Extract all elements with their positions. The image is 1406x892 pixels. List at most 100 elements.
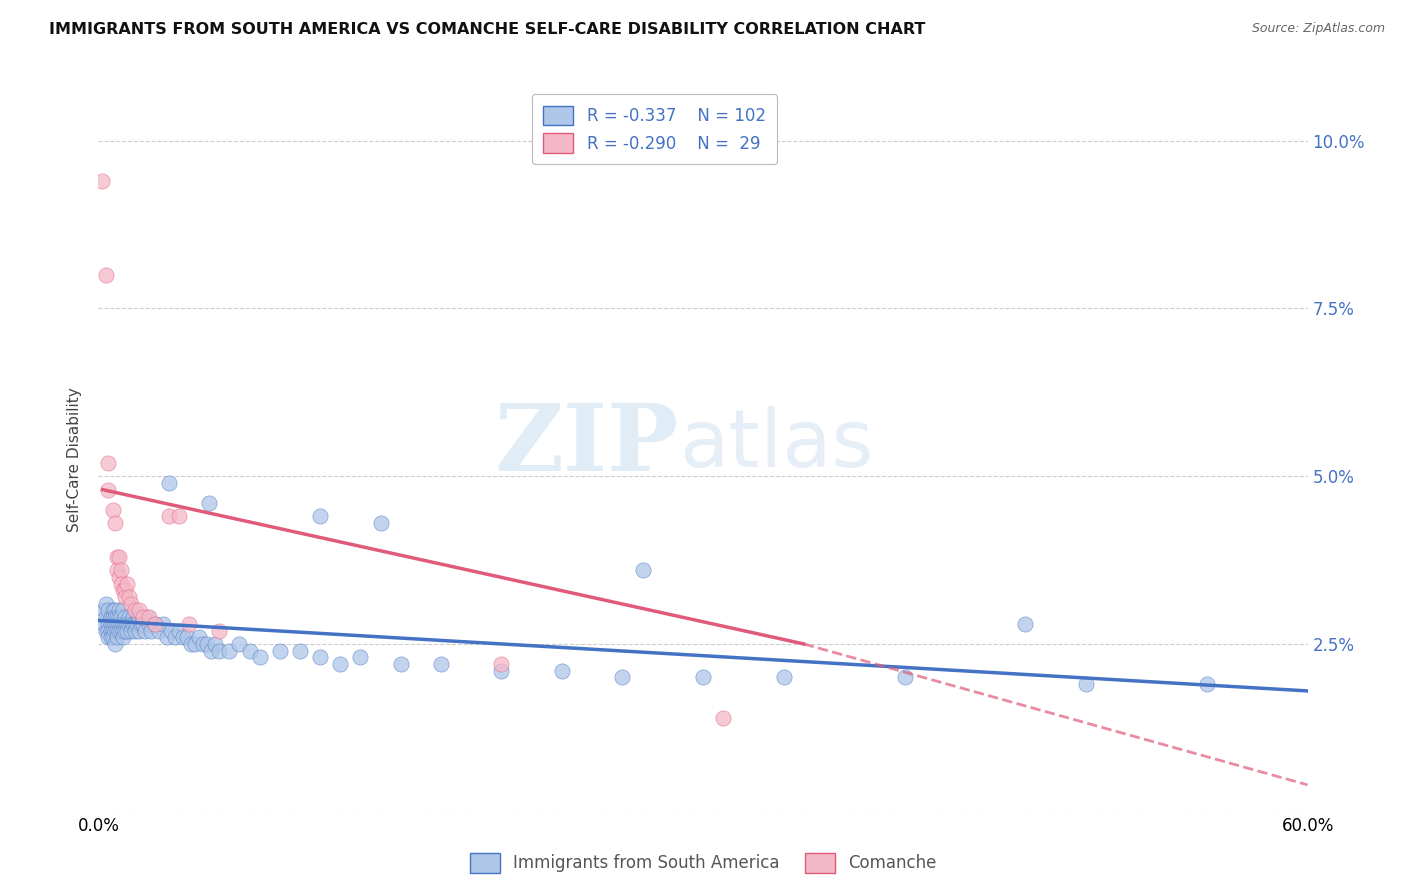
Point xyxy=(97,624,120,638)
Point xyxy=(105,563,128,577)
Point xyxy=(115,576,138,591)
Point xyxy=(152,616,174,631)
Point xyxy=(107,570,129,584)
Text: IMMIGRANTS FROM SOUTH AMERICA VS COMANCHE SELF-CARE DISABILITY CORRELATION CHART: IMMIGRANTS FROM SOUTH AMERICA VS COMANCH… xyxy=(49,22,925,37)
Point xyxy=(228,637,250,651)
Point xyxy=(114,610,136,624)
Point xyxy=(97,603,120,617)
Point xyxy=(124,616,146,631)
Point xyxy=(103,516,125,530)
Point xyxy=(110,610,132,624)
Point xyxy=(115,624,138,638)
Point xyxy=(100,624,122,638)
Point xyxy=(111,583,134,598)
Point xyxy=(309,509,332,524)
Point xyxy=(110,624,132,638)
Point xyxy=(121,616,143,631)
Point xyxy=(121,610,143,624)
Point xyxy=(114,624,136,638)
Legend: Immigrants from South America, Comanche: Immigrants from South America, Comanche xyxy=(463,847,943,880)
Point xyxy=(239,643,262,657)
Point xyxy=(103,624,125,638)
Point xyxy=(198,496,221,510)
Point xyxy=(551,664,574,678)
Point xyxy=(96,610,118,624)
Point xyxy=(491,664,513,678)
Point xyxy=(101,624,124,638)
Point xyxy=(97,456,120,470)
Point xyxy=(120,616,142,631)
Text: atlas: atlas xyxy=(679,406,873,484)
Point xyxy=(160,624,183,638)
Point xyxy=(96,597,118,611)
Point xyxy=(101,603,124,617)
Point xyxy=(135,610,157,624)
Legend: R = -0.337    N = 102, R = -0.290    N =  29: R = -0.337 N = 102, R = -0.290 N = 29 xyxy=(531,95,778,164)
Point xyxy=(176,630,198,644)
Point xyxy=(120,624,142,638)
Point xyxy=(111,616,134,631)
Point xyxy=(288,643,311,657)
Point xyxy=(107,624,129,638)
Point xyxy=(111,630,134,644)
Text: Source: ZipAtlas.com: Source: ZipAtlas.com xyxy=(1251,22,1385,36)
Point xyxy=(139,624,162,638)
Y-axis label: Self-Care Disability: Self-Care Disability xyxy=(67,387,83,532)
Point xyxy=(114,583,136,598)
Point xyxy=(349,650,371,665)
Point xyxy=(101,630,124,644)
Point xyxy=(101,502,124,516)
Point xyxy=(134,624,156,638)
Point xyxy=(195,637,218,651)
Point xyxy=(249,650,271,665)
Point xyxy=(1195,677,1218,691)
Point xyxy=(107,603,129,617)
Point xyxy=(430,657,453,671)
Point xyxy=(103,637,125,651)
Point xyxy=(101,616,124,631)
Point xyxy=(124,603,146,617)
Text: ZIP: ZIP xyxy=(495,401,679,491)
Point xyxy=(115,616,138,631)
Point xyxy=(167,509,190,524)
Point xyxy=(180,637,202,651)
Point xyxy=(132,610,155,624)
Point xyxy=(110,616,132,631)
Point xyxy=(120,597,142,611)
Point xyxy=(172,630,194,644)
Point xyxy=(100,616,122,631)
Point xyxy=(105,616,128,631)
Point xyxy=(389,657,412,671)
Point xyxy=(129,616,152,631)
Point xyxy=(163,630,186,644)
Point xyxy=(103,610,125,624)
Point xyxy=(105,630,128,644)
Point xyxy=(148,624,170,638)
Point xyxy=(491,657,513,671)
Point xyxy=(100,630,122,644)
Point xyxy=(93,603,115,617)
Point xyxy=(96,268,118,282)
Point xyxy=(128,610,150,624)
Point xyxy=(128,624,150,638)
Point xyxy=(107,610,129,624)
Point xyxy=(893,671,915,685)
Point xyxy=(188,630,211,644)
Point xyxy=(105,610,128,624)
Point xyxy=(156,630,179,644)
Point xyxy=(97,616,120,631)
Point xyxy=(631,563,654,577)
Point xyxy=(125,616,148,631)
Point xyxy=(157,475,180,490)
Point xyxy=(101,610,124,624)
Point xyxy=(157,509,180,524)
Point xyxy=(97,630,120,644)
Point xyxy=(105,624,128,638)
Point xyxy=(118,616,141,631)
Point xyxy=(143,616,166,631)
Point xyxy=(103,603,125,617)
Point xyxy=(114,590,136,604)
Point xyxy=(1074,677,1097,691)
Point xyxy=(132,616,155,631)
Point xyxy=(111,624,134,638)
